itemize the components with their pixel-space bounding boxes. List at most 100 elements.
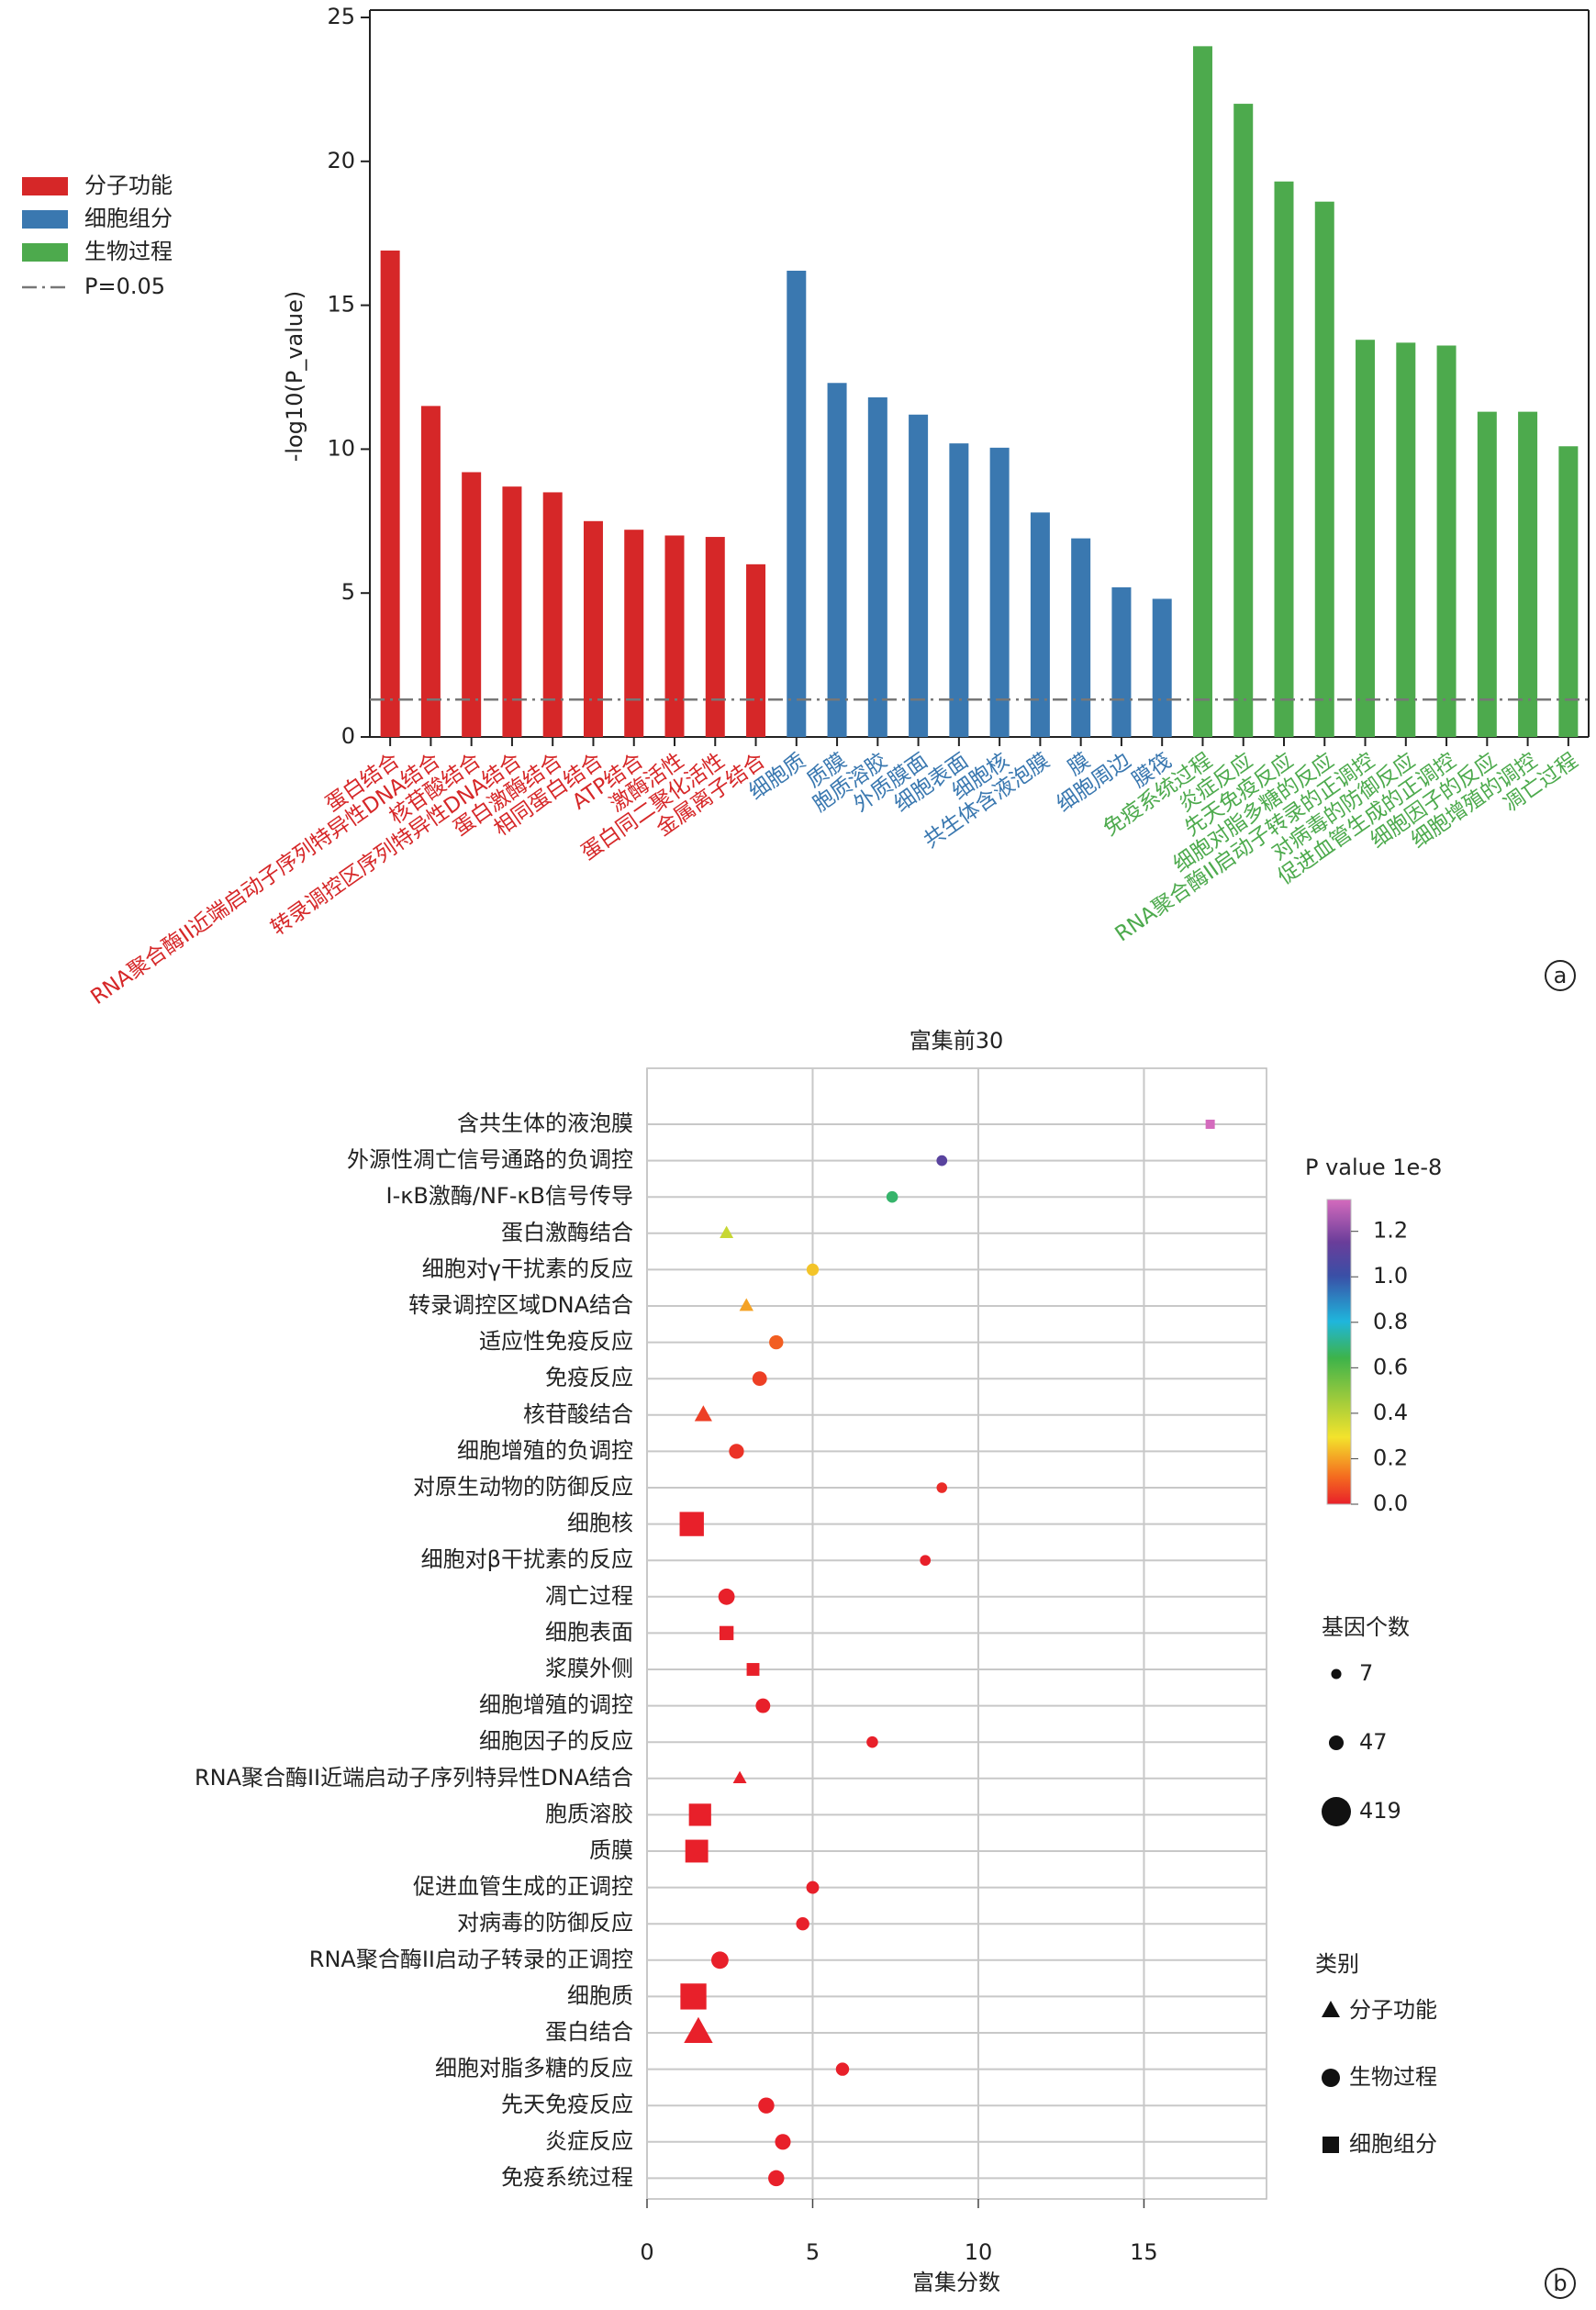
- bar: [1071, 538, 1091, 737]
- shape-legend-marker: [1323, 2137, 1339, 2153]
- size-legend-label: 47: [1359, 1729, 1388, 1755]
- point: [718, 1588, 735, 1605]
- point: [719, 1625, 734, 1641]
- panel-badge: [1545, 960, 1576, 991]
- y-tick-label: 免疫反应: [545, 1365, 633, 1390]
- size-legend-marker: [1328, 1735, 1345, 1751]
- bar: [502, 486, 522, 737]
- point: [688, 1803, 711, 1826]
- colorbar: [1326, 1199, 1352, 1505]
- y-tick-label: 蛋白激酶结合: [501, 1220, 633, 1245]
- bar: [380, 251, 400, 737]
- bar: [1356, 340, 1376, 737]
- bar: [989, 447, 1010, 737]
- point: [694, 1405, 712, 1422]
- chart-title: 富集前30: [910, 1028, 1004, 1054]
- legend-label: 生物过程: [84, 239, 173, 264]
- point: [866, 1735, 878, 1748]
- colorbar-tick-label: 1.2: [1373, 1218, 1408, 1244]
- point: [936, 1482, 948, 1493]
- point: [1205, 1120, 1215, 1129]
- legend-swatch: [22, 243, 68, 262]
- x-tick-label: 0: [640, 2239, 653, 2265]
- point: [796, 1916, 809, 1931]
- y-tick-label: 促进血管生成的正调控: [413, 1874, 633, 1900]
- point: [746, 1663, 760, 1676]
- size-legend-marker: [1331, 1668, 1342, 1679]
- colorbar-tick-label: 0.8: [1373, 1309, 1408, 1334]
- y-tick-label: 细胞增殖的负调控: [457, 1437, 633, 1463]
- y-tick-label: 细胞核: [567, 1511, 633, 1536]
- y-tick-label: 细胞对β干扰素的反应: [421, 1546, 633, 1572]
- point: [769, 1334, 784, 1350]
- size-legend-title: 基因个数: [1322, 1614, 1410, 1640]
- size-legend-label: 7: [1359, 1660, 1373, 1686]
- bar: [542, 492, 563, 737]
- bar: [827, 383, 847, 737]
- bar: [949, 443, 969, 737]
- shape-legend-marker: [1322, 2001, 1340, 2017]
- legend-label: P=0.05: [84, 273, 165, 299]
- y-tick-label: 20: [327, 148, 355, 173]
- colorbar-tick-label: 0.2: [1373, 1445, 1408, 1470]
- shape-legend-label: 细胞组分: [1349, 2131, 1437, 2157]
- bar: [867, 396, 887, 737]
- y-axis-label: -log10(P_value): [282, 291, 307, 463]
- point: [711, 1951, 729, 1970]
- shape-legend-title: 类别: [1315, 1951, 1359, 1977]
- y-tick-label: 5: [341, 579, 355, 605]
- legend-label: 分子功能: [84, 173, 173, 198]
- x-tick-label: RNA聚合酶II近端启动子序列特异性DNA结合: [86, 749, 444, 1010]
- x-tick-label: 15: [1130, 2239, 1158, 2265]
- point: [886, 1190, 898, 1203]
- y-tick-label: 浆膜外侧: [545, 1656, 633, 1681]
- y-tick-label: 核苷酸结合: [523, 1401, 633, 1427]
- bar: [1396, 342, 1416, 737]
- legend-swatch: [22, 177, 68, 195]
- bar: [583, 520, 603, 737]
- point: [936, 1155, 948, 1166]
- point: [768, 2170, 785, 2187]
- y-tick-label: 细胞对脂多糖的反应: [435, 2056, 633, 2081]
- y-tick-label: 转录调控区域DNA结合: [408, 1292, 633, 1318]
- y-tick-label: 炎症反应: [545, 2128, 633, 2154]
- y-tick-label: 细胞增殖的调控: [479, 1692, 633, 1718]
- point: [758, 2097, 775, 2114]
- bar: [1030, 512, 1050, 737]
- x-tick-label: 5: [806, 2239, 820, 2265]
- bar: [1518, 411, 1538, 737]
- bar: [664, 535, 685, 737]
- bar: [462, 472, 482, 737]
- point: [806, 1880, 820, 1894]
- panel-label: b: [1553, 2271, 1567, 2296]
- y-tick-label: 蛋白结合: [545, 2019, 633, 2045]
- y-tick-label: 25: [327, 4, 355, 29]
- bar: [624, 530, 644, 737]
- point: [680, 1983, 707, 2010]
- y-tick-label: 适应性免疫反应: [479, 1329, 633, 1355]
- point: [755, 1698, 771, 1713]
- y-tick-label: 质膜: [589, 1837, 633, 1863]
- x-axis-label: 富集分数: [912, 2270, 1000, 2295]
- y-tick-label: 含共生体的液泡膜: [457, 1110, 633, 1136]
- point: [732, 1770, 747, 1784]
- bar: [420, 406, 441, 737]
- bar: [746, 564, 766, 737]
- y-tick-label: 细胞质: [567, 1982, 633, 2008]
- point: [685, 1839, 709, 1863]
- y-tick-label: 对病毒的防御反应: [457, 1910, 633, 1936]
- y-tick-label: 10: [327, 435, 355, 461]
- y-tick-label: I-κB激酶/NF-κB信号传导: [386, 1183, 633, 1209]
- bar: [1192, 46, 1212, 738]
- y-tick-label: 细胞对γ干扰素的反应: [422, 1255, 633, 1281]
- bar: [1477, 411, 1497, 737]
- shape-legend-label: 生物过程: [1349, 2064, 1437, 2090]
- y-tick-label: 胞质溶胶: [545, 1801, 633, 1826]
- point: [920, 1555, 932, 1567]
- point: [729, 1444, 744, 1459]
- colorbar-tick-label: 0.6: [1373, 1354, 1408, 1379]
- colorbar-tick-label: 1.0: [1373, 1263, 1408, 1289]
- y-tick-label: 细胞因子的反应: [479, 1728, 633, 1754]
- y-tick-label: 免疫系统过程: [501, 2164, 633, 2190]
